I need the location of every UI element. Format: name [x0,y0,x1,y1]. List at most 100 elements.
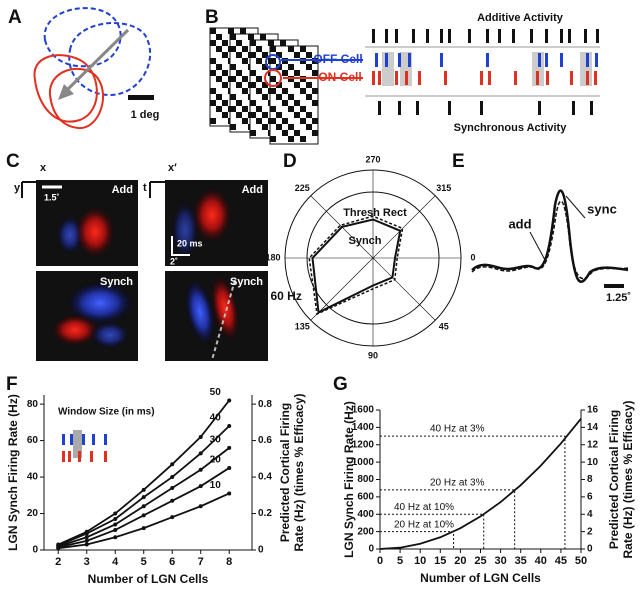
pixel [306,112,312,118]
spike [405,71,408,85]
pixel [294,70,300,76]
axis-glyph: y [14,182,21,194]
spike [570,71,573,85]
point [84,538,89,543]
pixel [268,40,274,46]
y2-tick-label: 14 [587,422,599,433]
theta-label: 135 [295,322,310,332]
pixel [300,118,306,124]
spike [104,451,107,462]
pixel [236,112,242,118]
x-axis-label: Number of LGN Cells [420,571,541,585]
y-tick-label: 600 [357,492,374,503]
x-tick-label: 30 [494,555,506,567]
trace-label: sync [587,201,617,216]
pixel [294,82,300,88]
point [141,513,146,518]
pixel [230,64,236,70]
pixel [276,52,282,58]
spike [514,71,517,85]
y2-tick-label: 0.2 [258,508,272,519]
pixel [210,118,216,124]
spike [385,53,388,67]
point [170,462,175,467]
pixel [300,136,306,142]
pixel [306,124,312,130]
theta-label: 270 [365,154,380,164]
radar-line [311,218,402,314]
pixel [256,76,262,82]
pixel [282,70,288,76]
spike [395,71,398,85]
pixel [276,112,282,118]
guide-line [380,435,566,549]
point [113,527,118,532]
spike [468,29,471,43]
spike [545,53,548,67]
pixel [288,136,294,142]
point [227,424,232,428]
axis-glyph: x′ [168,162,177,174]
spike [62,451,65,462]
pixel [262,64,268,70]
panel-c [21,180,268,361]
pixel [228,28,234,34]
scale-label: 1 deg [131,109,160,121]
raster-title: Additive Activity [477,12,564,24]
y2-tick-label: 0.8 [258,399,272,410]
pixel [216,106,222,112]
r-tick-label: 60 Hz [270,289,301,303]
pixel [270,118,276,124]
spike [480,101,483,115]
guide-line [380,489,516,549]
point [170,475,175,480]
pixel [242,58,248,64]
x-tick-label: 2 [55,556,61,568]
pixel [250,52,256,58]
pixel [230,106,236,112]
pixel [240,28,246,34]
pixel [276,124,282,130]
cell-label: ON Cell [318,70,361,84]
pixel [210,88,216,94]
x-tick-label: 45 [555,555,567,567]
point [198,467,203,472]
series-line [379,418,582,550]
pixel [250,40,256,46]
pixel [306,82,312,88]
point [227,465,232,470]
y-tick-label: 200 [357,526,374,537]
pixel [282,118,288,124]
pixel [222,52,228,58]
spike [104,434,107,445]
point [113,511,118,516]
spike [92,434,95,445]
pixel [222,112,228,118]
pixel [294,52,300,58]
panel-label: E [452,151,465,172]
y2-tick-label: 12 [587,439,599,450]
point [170,498,175,503]
panel-a [33,7,154,130]
annotation: 40 Hz at 3% [430,424,485,435]
theta-label: 45 [439,322,449,332]
inset-raster [73,430,82,458]
pixel [242,76,248,82]
point [84,529,89,534]
y-tick-label: 20 [27,508,39,519]
pixel [288,106,294,112]
pixel [276,94,282,100]
pixel [270,88,276,94]
panel-label: G [333,374,348,395]
pixel [242,106,248,112]
x-tick-label: 4 [112,556,119,568]
spike [538,101,541,115]
y-axis-label: LGN Synch Firing Rate (Hz) [6,394,20,551]
pixel [236,52,242,58]
pixel [250,82,256,88]
pixel [300,106,306,112]
scale-label: 1.5˚ [44,192,60,202]
y2-axis-label: Predicted Cortical Firing [278,403,292,542]
theta-label: 180 [265,252,280,262]
y-tick-label: 0 [368,544,374,555]
